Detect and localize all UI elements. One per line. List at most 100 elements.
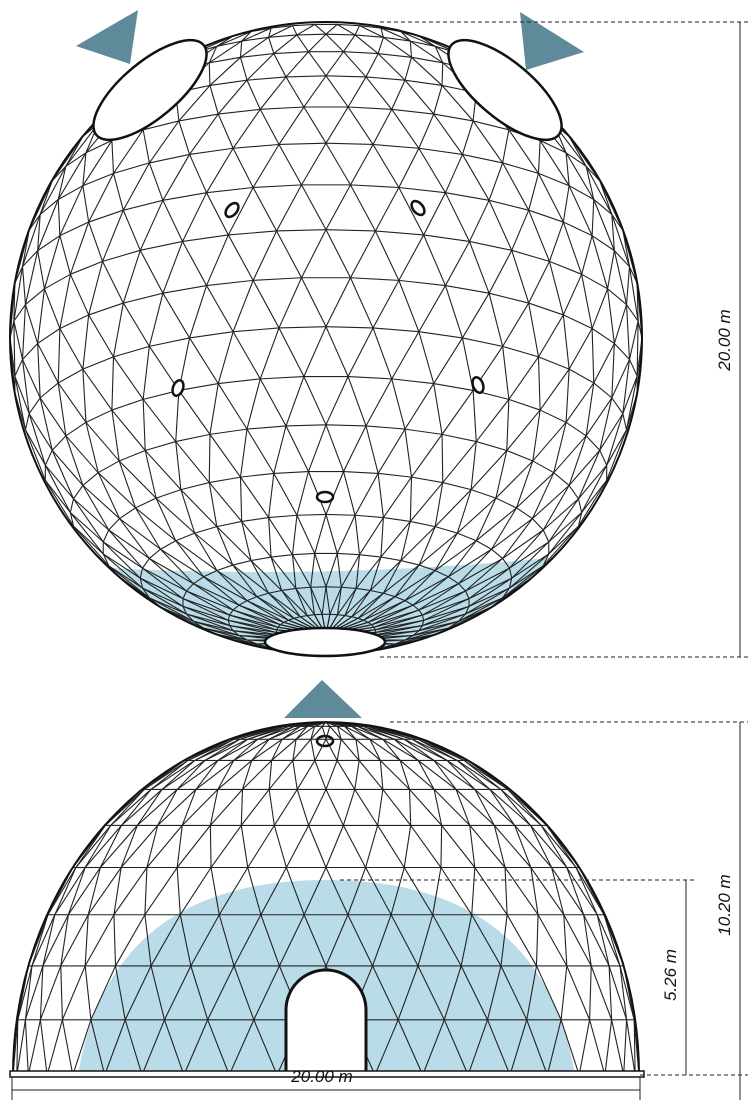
- strut: [57, 382, 67, 436]
- strut: [340, 738, 360, 761]
- strut: [102, 553, 141, 579]
- strut: [351, 616, 359, 619]
- strut: [448, 576, 459, 585]
- strut: [422, 598, 470, 616]
- strut: [325, 142, 374, 146]
- strut: [291, 554, 297, 589]
- strut: [59, 274, 71, 329]
- strut: [374, 230, 400, 281]
- strut: [42, 914, 56, 967]
- strut: [417, 760, 457, 790]
- strut: [440, 867, 473, 916]
- strut: [232, 609, 281, 626]
- strut: [285, 75, 327, 78]
- strut: [560, 965, 568, 1020]
- strut: [502, 587, 510, 599]
- strut: [99, 825, 138, 868]
- strut: [82, 485, 110, 531]
- strut: [325, 326, 349, 377]
- strut: [182, 192, 208, 242]
- strut: [296, 23, 316, 36]
- strut: [155, 497, 177, 541]
- strut: [562, 185, 570, 223]
- strut: [460, 965, 489, 1021]
- strut: [148, 293, 164, 347]
- strut: [581, 235, 593, 275]
- strut: [542, 529, 550, 543]
- strut: [278, 106, 305, 145]
- strut: [359, 517, 384, 555]
- strut: [560, 1019, 580, 1075]
- strut: [113, 867, 148, 916]
- strut: [246, 53, 275, 81]
- strut: [178, 390, 211, 435]
- strut: [144, 867, 148, 915]
- strut: [403, 825, 412, 868]
- strut: [340, 554, 360, 588]
- strut: [606, 413, 624, 466]
- strut: [508, 398, 541, 411]
- strut: [417, 760, 435, 790]
- strut: [24, 1019, 29, 1075]
- strut: [113, 129, 144, 174]
- strut: [369, 738, 401, 761]
- strut: [563, 221, 593, 237]
- strut: [417, 965, 445, 1021]
- strut: [487, 1019, 511, 1075]
- strut: [529, 825, 553, 868]
- strut: [291, 515, 298, 555]
- strut: [357, 592, 384, 619]
- strut: [548, 221, 564, 262]
- strut: [504, 867, 539, 916]
- strut: [325, 184, 351, 230]
- strut: [295, 588, 308, 616]
- strut: [398, 279, 446, 287]
- strut: [488, 292, 529, 304]
- base: [9, 1070, 645, 1078]
- strut: [276, 229, 327, 232]
- strut: [247, 867, 262, 915]
- strut: [278, 914, 305, 967]
- strut: [369, 560, 402, 591]
- strut: [607, 250, 615, 289]
- strut: [218, 108, 261, 115]
- strut: [308, 51, 327, 77]
- strut: [88, 173, 114, 223]
- strut: [209, 56, 241, 86]
- strut: [292, 760, 298, 790]
- strut: [143, 120, 180, 131]
- strut: [397, 965, 419, 1020]
- strut: [233, 738, 270, 761]
- strut: [462, 337, 503, 347]
- strut: [310, 726, 316, 740]
- strut: [343, 51, 367, 78]
- strut: [16, 1019, 26, 1075]
- strut: [455, 789, 495, 826]
- strut: [206, 192, 229, 236]
- strut: [336, 23, 356, 36]
- strut: [383, 36, 411, 42]
- strut: [404, 428, 443, 435]
- strut: [325, 229, 376, 232]
- strut: [622, 413, 628, 430]
- strut: [314, 739, 327, 761]
- strut: [82, 314, 90, 370]
- strut: [44, 464, 74, 500]
- strut: [268, 760, 273, 790]
- strut: [61, 1019, 74, 1075]
- strut: [278, 326, 327, 329]
- strut: [208, 434, 211, 483]
- strut: [203, 627, 240, 637]
- strut: [204, 738, 248, 761]
- strut: [186, 590, 234, 611]
- strut: [372, 327, 419, 333]
- strut: [633, 1019, 636, 1075]
- strut: [209, 825, 212, 868]
- strut: [562, 221, 583, 275]
- strut: [175, 532, 195, 542]
- strut: [135, 507, 177, 542]
- strut: [113, 162, 150, 174]
- strut: [216, 570, 248, 602]
- strut: [337, 23, 360, 27]
- strut: [394, 596, 406, 602]
